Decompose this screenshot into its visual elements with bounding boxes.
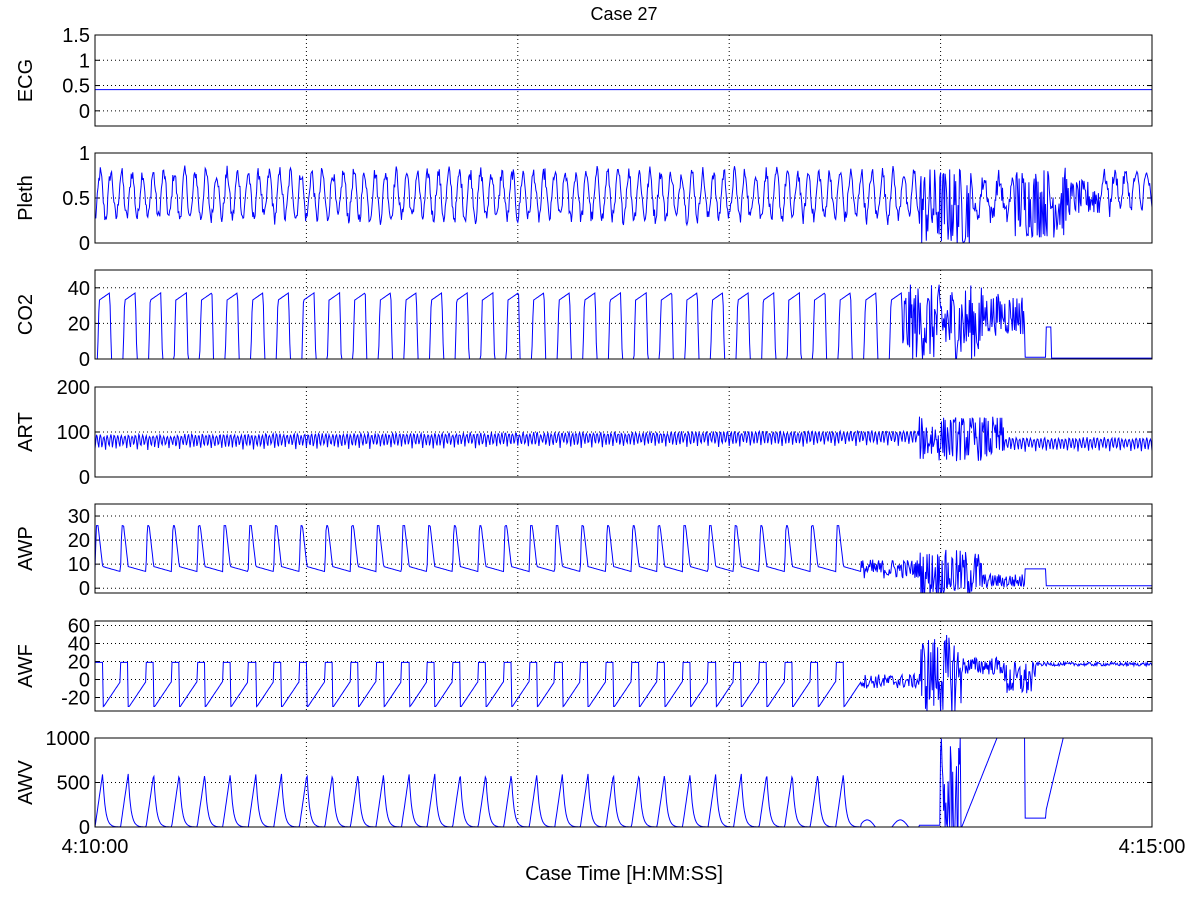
y-tick-label: 0 [79, 233, 90, 255]
x-tick-label-start: 4:10:00 [62, 836, 129, 858]
y-tick-label: 0.5 [62, 188, 90, 210]
y-axis-label-ecg: ECG [15, 59, 37, 102]
y-tick-label: 20 [68, 530, 90, 552]
y-axis-label-awp: AWP [15, 526, 37, 571]
y-tick-label: 0 [79, 101, 90, 123]
series-line-awf [95, 634, 1152, 711]
y-axis-label-pleth: Pleth [15, 175, 37, 221]
plot-frame [94, 620, 1153, 712]
y-tick-label: 40 [68, 278, 90, 300]
y-tick-label: 0 [79, 578, 90, 600]
y-tick-label: 0 [79, 670, 90, 692]
y-axis-label-art: ART [15, 412, 37, 452]
y-tick-label: 0 [79, 467, 90, 489]
x-tick-label-end: 4:15:00 [1119, 836, 1186, 858]
series-line-pleth [95, 165, 1152, 243]
y-tick-label: 0 [79, 817, 90, 839]
y-tick-label: 1.5 [62, 25, 90, 47]
plot-frame [94, 269, 1153, 360]
y-tick-label: -20 [61, 688, 90, 710]
panel-ecg: 1.5 1 0.5 0 ECG [15, 25, 1153, 127]
y-tick-label: 20 [68, 313, 90, 335]
y-tick-label: 40 [68, 634, 90, 656]
x-axis-label: Case Time [H:MM:SS] [525, 863, 723, 885]
y-tick-label: 1 [79, 143, 90, 165]
y-tick-label: 200 [57, 377, 90, 399]
panel-pleth: 1 0.5 0 Pleth [15, 143, 1153, 255]
y-tick-label: 0 [79, 349, 90, 371]
y-axis-label-awf: AWF [15, 644, 37, 688]
panel-co2: 40 20 0 CO2 [15, 269, 1153, 371]
plot-frame [94, 737, 1153, 828]
plot-frame [94, 386, 1153, 478]
y-tick-label: 10 [68, 554, 90, 576]
series-line-awp [95, 525, 1152, 593]
panel-art: 200 100 0 ART [15, 377, 1153, 489]
series-line-art [95, 416, 1152, 462]
y-tick-label: 500 [57, 773, 90, 795]
y-tick-label: 1000 [46, 728, 91, 750]
y-tick-label: 20 [68, 652, 90, 674]
y-tick-label: 0.5 [62, 76, 90, 98]
y-tick-label: 100 [57, 422, 90, 444]
y-tick-label: 30 [68, 506, 90, 528]
plot-frame [94, 152, 1153, 244]
panel-awv: 1000 500 0 AWV [15, 728, 1153, 839]
y-tick-label: 1 [79, 50, 90, 72]
y-axis-label-co2: CO2 [15, 294, 37, 335]
panels: 1.510.50ECG10.50Pleth40200CO22001000ART3… [15, 25, 1153, 839]
series-line-awv [95, 738, 1064, 827]
chart-title: Case 27 [590, 4, 657, 24]
y-axis-label-awv: AWV [15, 759, 37, 804]
y-tick-label: 60 [68, 616, 90, 638]
plot-frame [94, 503, 1153, 594]
plot-frame [94, 34, 1153, 127]
series-line-co2 [95, 284, 1152, 359]
